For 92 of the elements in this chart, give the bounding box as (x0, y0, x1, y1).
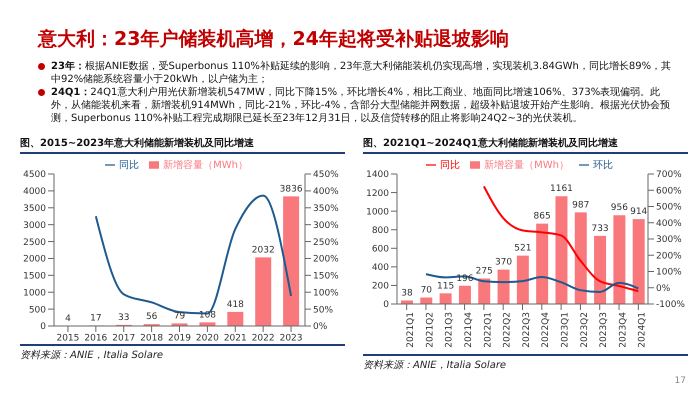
legend-label: 同比 (119, 160, 140, 171)
y-tick-label: 600 (372, 244, 390, 254)
y-tick-label: 1200 (366, 188, 390, 199)
y-tick-label: 1000 (366, 207, 390, 218)
data-label: 2032 (252, 245, 275, 256)
x-tick-label: 2024Q1 (638, 312, 648, 348)
x-tick-label: 2023 (280, 333, 303, 344)
chart-title: 图、2021Q1~2024Q1意大利储能新增装机及同比增速 (363, 136, 688, 154)
y-tick-label: 2000 (23, 254, 46, 265)
x-tick-label: 2023Q2 (580, 312, 590, 348)
x-tick-label: 2019 (168, 333, 192, 344)
x-tick-label: 2015 (56, 333, 80, 344)
x-tick-label: 2021Q2 (425, 312, 436, 348)
y-tick-label: 200 (372, 282, 390, 292)
legend-label: 新增容量（MWh） (163, 160, 248, 171)
legend-label: 环比 (592, 160, 613, 171)
y2-tick-label: -100% (656, 300, 686, 310)
text: 资料来源：ANIE，Italia Solare (363, 354, 688, 372)
data-label: 418 (226, 300, 244, 310)
y2-tick-label: 200% (656, 251, 682, 262)
y2-tick-label: 200% (313, 254, 340, 265)
x-tick-label: 2018 (140, 333, 164, 344)
data-label: 38 (401, 288, 413, 298)
y-tick-label: 0 (383, 300, 390, 310)
data-label: 865 (534, 212, 551, 222)
y-tick-label: 400 (372, 263, 390, 274)
y-tick-label: 0 (40, 322, 46, 332)
text: 17 (674, 376, 686, 386)
x-tick-label: 2021Q3 (444, 312, 455, 348)
x-tick-label: 2017 (112, 333, 136, 344)
y-tick-label: 3500 (23, 204, 46, 214)
data-label: 521 (514, 244, 532, 254)
y2-tick-label: 250% (313, 238, 340, 248)
y2-tick-label: 300% (313, 220, 340, 231)
x-tick-label: 2016 (84, 333, 108, 344)
text: 23年：根据ANIE数据，受Superbonus 110%补贴延续的影响，23年意大利储能装机仍实现高增，实现装机3.84GWh，同比增长89%，其中92%储能系统容量小于20kWh，以户储为主； (51, 60, 672, 86)
legend-label: 同比 (440, 160, 460, 171)
y2-tick-label: 600% (656, 186, 682, 196)
x-tick-label: 2021 (224, 333, 247, 344)
data-label: 987 (572, 200, 590, 210)
x-tick-label: 2020 (196, 333, 220, 344)
x-tick-label: 2022Q2 (502, 312, 513, 348)
data-label: 70 (420, 286, 432, 296)
y-tick-label: 1400 (366, 170, 390, 180)
legend-label: 新增容量（MWh） (484, 160, 569, 171)
x-tick-label: 2022Q1 (483, 312, 494, 348)
data-label: 17 (90, 313, 102, 324)
y2-tick-label: 150% (313, 272, 340, 282)
x-tick-label: 2023Q1 (560, 312, 571, 348)
x-tick-label: 2023Q3 (599, 312, 610, 348)
x-tick-label: 2022Q3 (522, 312, 532, 348)
chart-title: 图、2015~2023年意大利储能新增装机及同比增速 (20, 136, 345, 154)
data-label: 115 (437, 281, 454, 292)
y2-tick-label: 400% (656, 218, 682, 229)
y2-tick-label: 100% (313, 288, 340, 298)
data-label: 33 (118, 312, 130, 323)
y-tick-label: 800 (372, 226, 390, 236)
y2-tick-label: 500% (656, 202, 682, 213)
data-label: 275 (476, 266, 493, 276)
y-tick-label: 4500 (23, 170, 46, 180)
x-tick-label: 2022 (252, 333, 275, 344)
text: 24Q1：24Q1意大利户用光伏新增装机547MW，同比下降15%，环比增长4%，相比工商业、地面同比增速106%、373%表现偏弱。此外，从储能装机来看，新增装机914MWh，同比-21%，环比-4%，含部分大型储能并网数据，超级补贴退坡开始产生影响。根据光伏协会预测，Superbonus 110%补贴工程完成期限已延长至23年12月31日，以及信贷转移的阻止将影响24Q2~3的光伏装机。 (51, 86, 672, 125)
x-tick-label: 2023Q4 (618, 312, 628, 348)
y-tick-label: 1000 (23, 288, 46, 298)
y2-tick-label: 700% (656, 170, 682, 180)
data-label: 1161 (550, 184, 573, 194)
y2-tick-label: 0% (656, 284, 671, 294)
text: 意大利：23年户储装机高增，24年起将受补贴退坡影响 (38, 27, 509, 52)
y-tick-label: 1500 (23, 272, 46, 282)
y2-tick-label: 100% (656, 268, 682, 278)
x-tick-label: 2021Q4 (464, 312, 474, 348)
y-tick-label: 500 (28, 305, 46, 316)
data-label: 3836 (280, 184, 303, 194)
data-label: 4 (65, 314, 72, 324)
y-tick-label: 2500 (23, 238, 46, 248)
x-tick-label: 2022Q4 (541, 312, 552, 348)
x-tick-label: 2021Q1 (406, 312, 416, 348)
data-label: 956 (610, 203, 628, 214)
y2-tick-label: 400% (313, 187, 340, 198)
data-label: 370 (494, 258, 512, 268)
y2-tick-label: 450% (313, 170, 340, 180)
data-label: 56 (146, 312, 158, 322)
y2-tick-label: 0% (313, 322, 328, 332)
y-tick-label: 4000 (23, 187, 46, 198)
data-label: 914 (630, 207, 648, 218)
data-label: 733 (591, 224, 609, 234)
y-tick-label: 3000 (23, 220, 46, 231)
data-label: 79 (174, 311, 186, 322)
text: 资料来源：ANIE，Italia Solare (20, 344, 345, 362)
y2-tick-label: 50% (313, 305, 334, 316)
y2-tick-label: 300% (656, 235, 682, 246)
y2-tick-label: 350% (313, 204, 340, 214)
